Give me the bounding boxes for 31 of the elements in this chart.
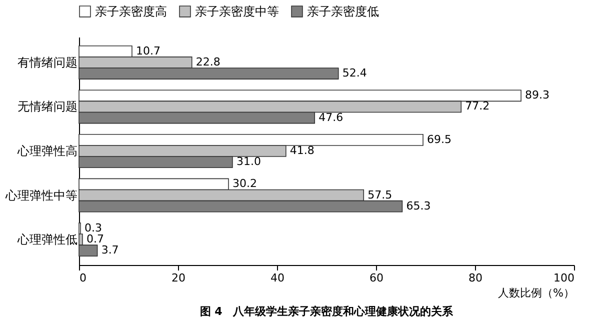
x-tick-label: 100 [554, 272, 574, 284]
x-tick-label: 60 [370, 272, 384, 284]
legend-label: 亲子亲密度中等 [195, 4, 279, 18]
y-tick-label: 有情绪问题 [18, 55, 78, 70]
data-label: 31.0 [236, 155, 261, 168]
data-label: 41.8 [290, 144, 314, 157]
text: 图 4 八年级学生亲子亲密度和心理健康状况的关系 [200, 305, 454, 318]
data-label: 52.4 [342, 66, 367, 80]
y-tick-label: 心理弹性高 [16, 144, 78, 158]
data-label: 89.3 [525, 88, 550, 102]
data-label: 22.8 [196, 55, 220, 68]
data-label: 0.3 [84, 221, 102, 234]
x-tick-label: 80 [468, 272, 482, 284]
data-label: 0.7 [86, 232, 104, 246]
data-label: 47.6 [318, 110, 344, 124]
x-tick-label: 0 [80, 272, 86, 284]
y-tick-label: 心理弹性中等 [4, 188, 78, 202]
data-label: 10.7 [136, 44, 160, 58]
data-label: 77.2 [465, 100, 490, 113]
data-label: 30.2 [232, 177, 257, 190]
data-label: 3.7 [101, 244, 119, 257]
data-label: 69.5 [427, 132, 452, 146]
x-tick-label: 40 [270, 272, 284, 284]
data-label: 57.5 [368, 188, 392, 202]
y-tick-label: 无情绪问题 [18, 100, 78, 114]
x-axis-title: 人数比例（%） [498, 286, 574, 300]
legend-label: 亲子亲密度低 [307, 4, 379, 18]
data-label: 65.3 [406, 199, 431, 212]
x-tick-label: 20 [172, 272, 186, 284]
legend-label: 亲子亲密度高 [95, 4, 167, 18]
y-tick-label: 心理弹性低 [16, 232, 78, 247]
